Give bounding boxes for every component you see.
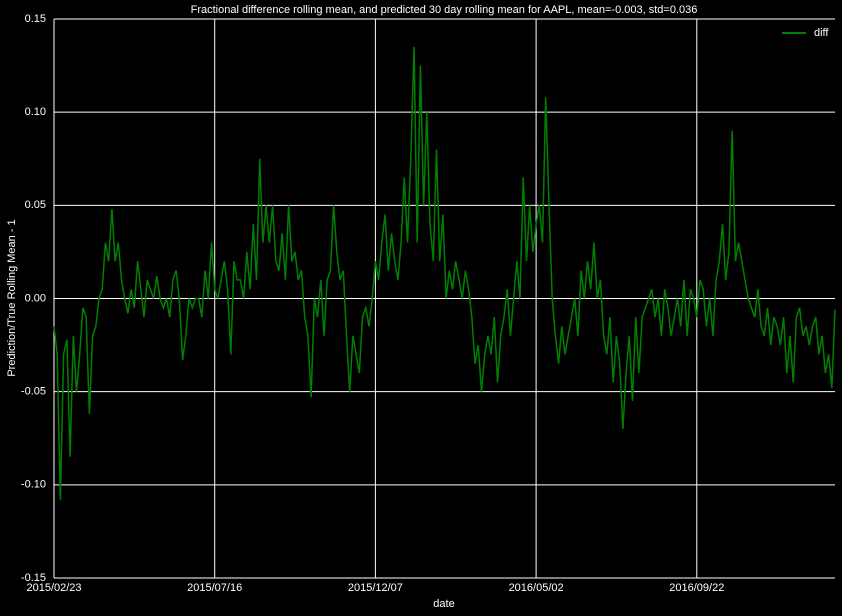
chart-title: Fractional difference rolling mean, and …	[191, 4, 698, 16]
legend-label: diff	[814, 27, 829, 39]
y-tick-label: -0.15	[21, 572, 46, 584]
y-tick-label: 0.05	[25, 199, 46, 211]
y-tick-label: 0.10	[25, 106, 46, 118]
y-tick-label: -0.10	[21, 479, 46, 491]
x-tick-label: 2015/12/07	[348, 582, 403, 594]
data-line	[53, 46, 836, 500]
x-tick-label: 2015/07/16	[187, 582, 242, 594]
x-tick-label: 2016/09/22	[669, 582, 724, 594]
y-tick-label: -0.05	[21, 386, 46, 398]
y-axis-label: Prediction/True Rolling Mean - 1	[6, 219, 18, 376]
x-tick-label: 2016/05/02	[509, 582, 564, 594]
x-tick-label: 2015/02/23	[26, 582, 81, 594]
y-tick-label: 0.00	[25, 292, 46, 304]
x-axis-label: date	[433, 598, 454, 610]
y-tick-label: 0.15	[25, 13, 46, 25]
